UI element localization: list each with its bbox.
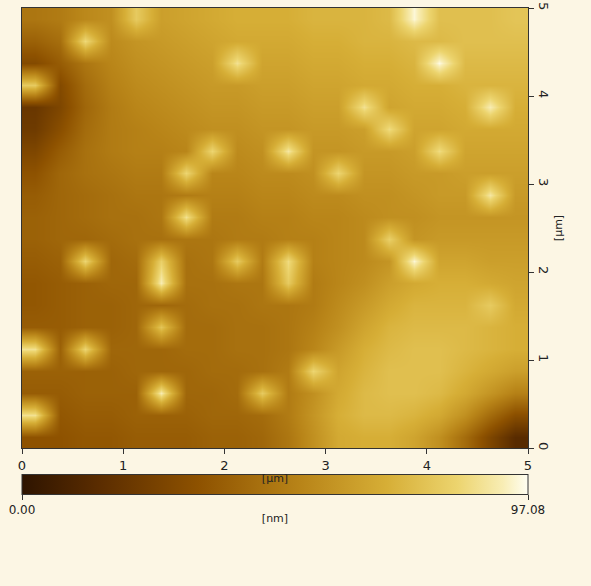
svg-text:3: 3 [536,178,551,186]
svg-text:4: 4 [536,90,551,98]
svg-text:0.00: 0.00 [9,503,36,517]
svg-text:3: 3 [321,458,329,473]
svg-text:[nm]: [nm] [262,512,288,525]
svg-text:0: 0 [18,458,26,473]
svg-text:[μm]: [μm] [552,215,565,241]
svg-text:97.08: 97.08 [511,503,545,517]
svg-text:0: 0 [536,442,551,450]
svg-text:2: 2 [220,458,228,473]
svg-text:4: 4 [423,458,431,473]
svg-text:2: 2 [536,266,551,274]
svg-text:1: 1 [119,458,127,473]
svg-text:5: 5 [524,458,532,473]
svg-text:5: 5 [536,2,551,10]
svg-text:1: 1 [536,354,551,362]
svg-text:[μm]: [μm] [262,472,288,485]
